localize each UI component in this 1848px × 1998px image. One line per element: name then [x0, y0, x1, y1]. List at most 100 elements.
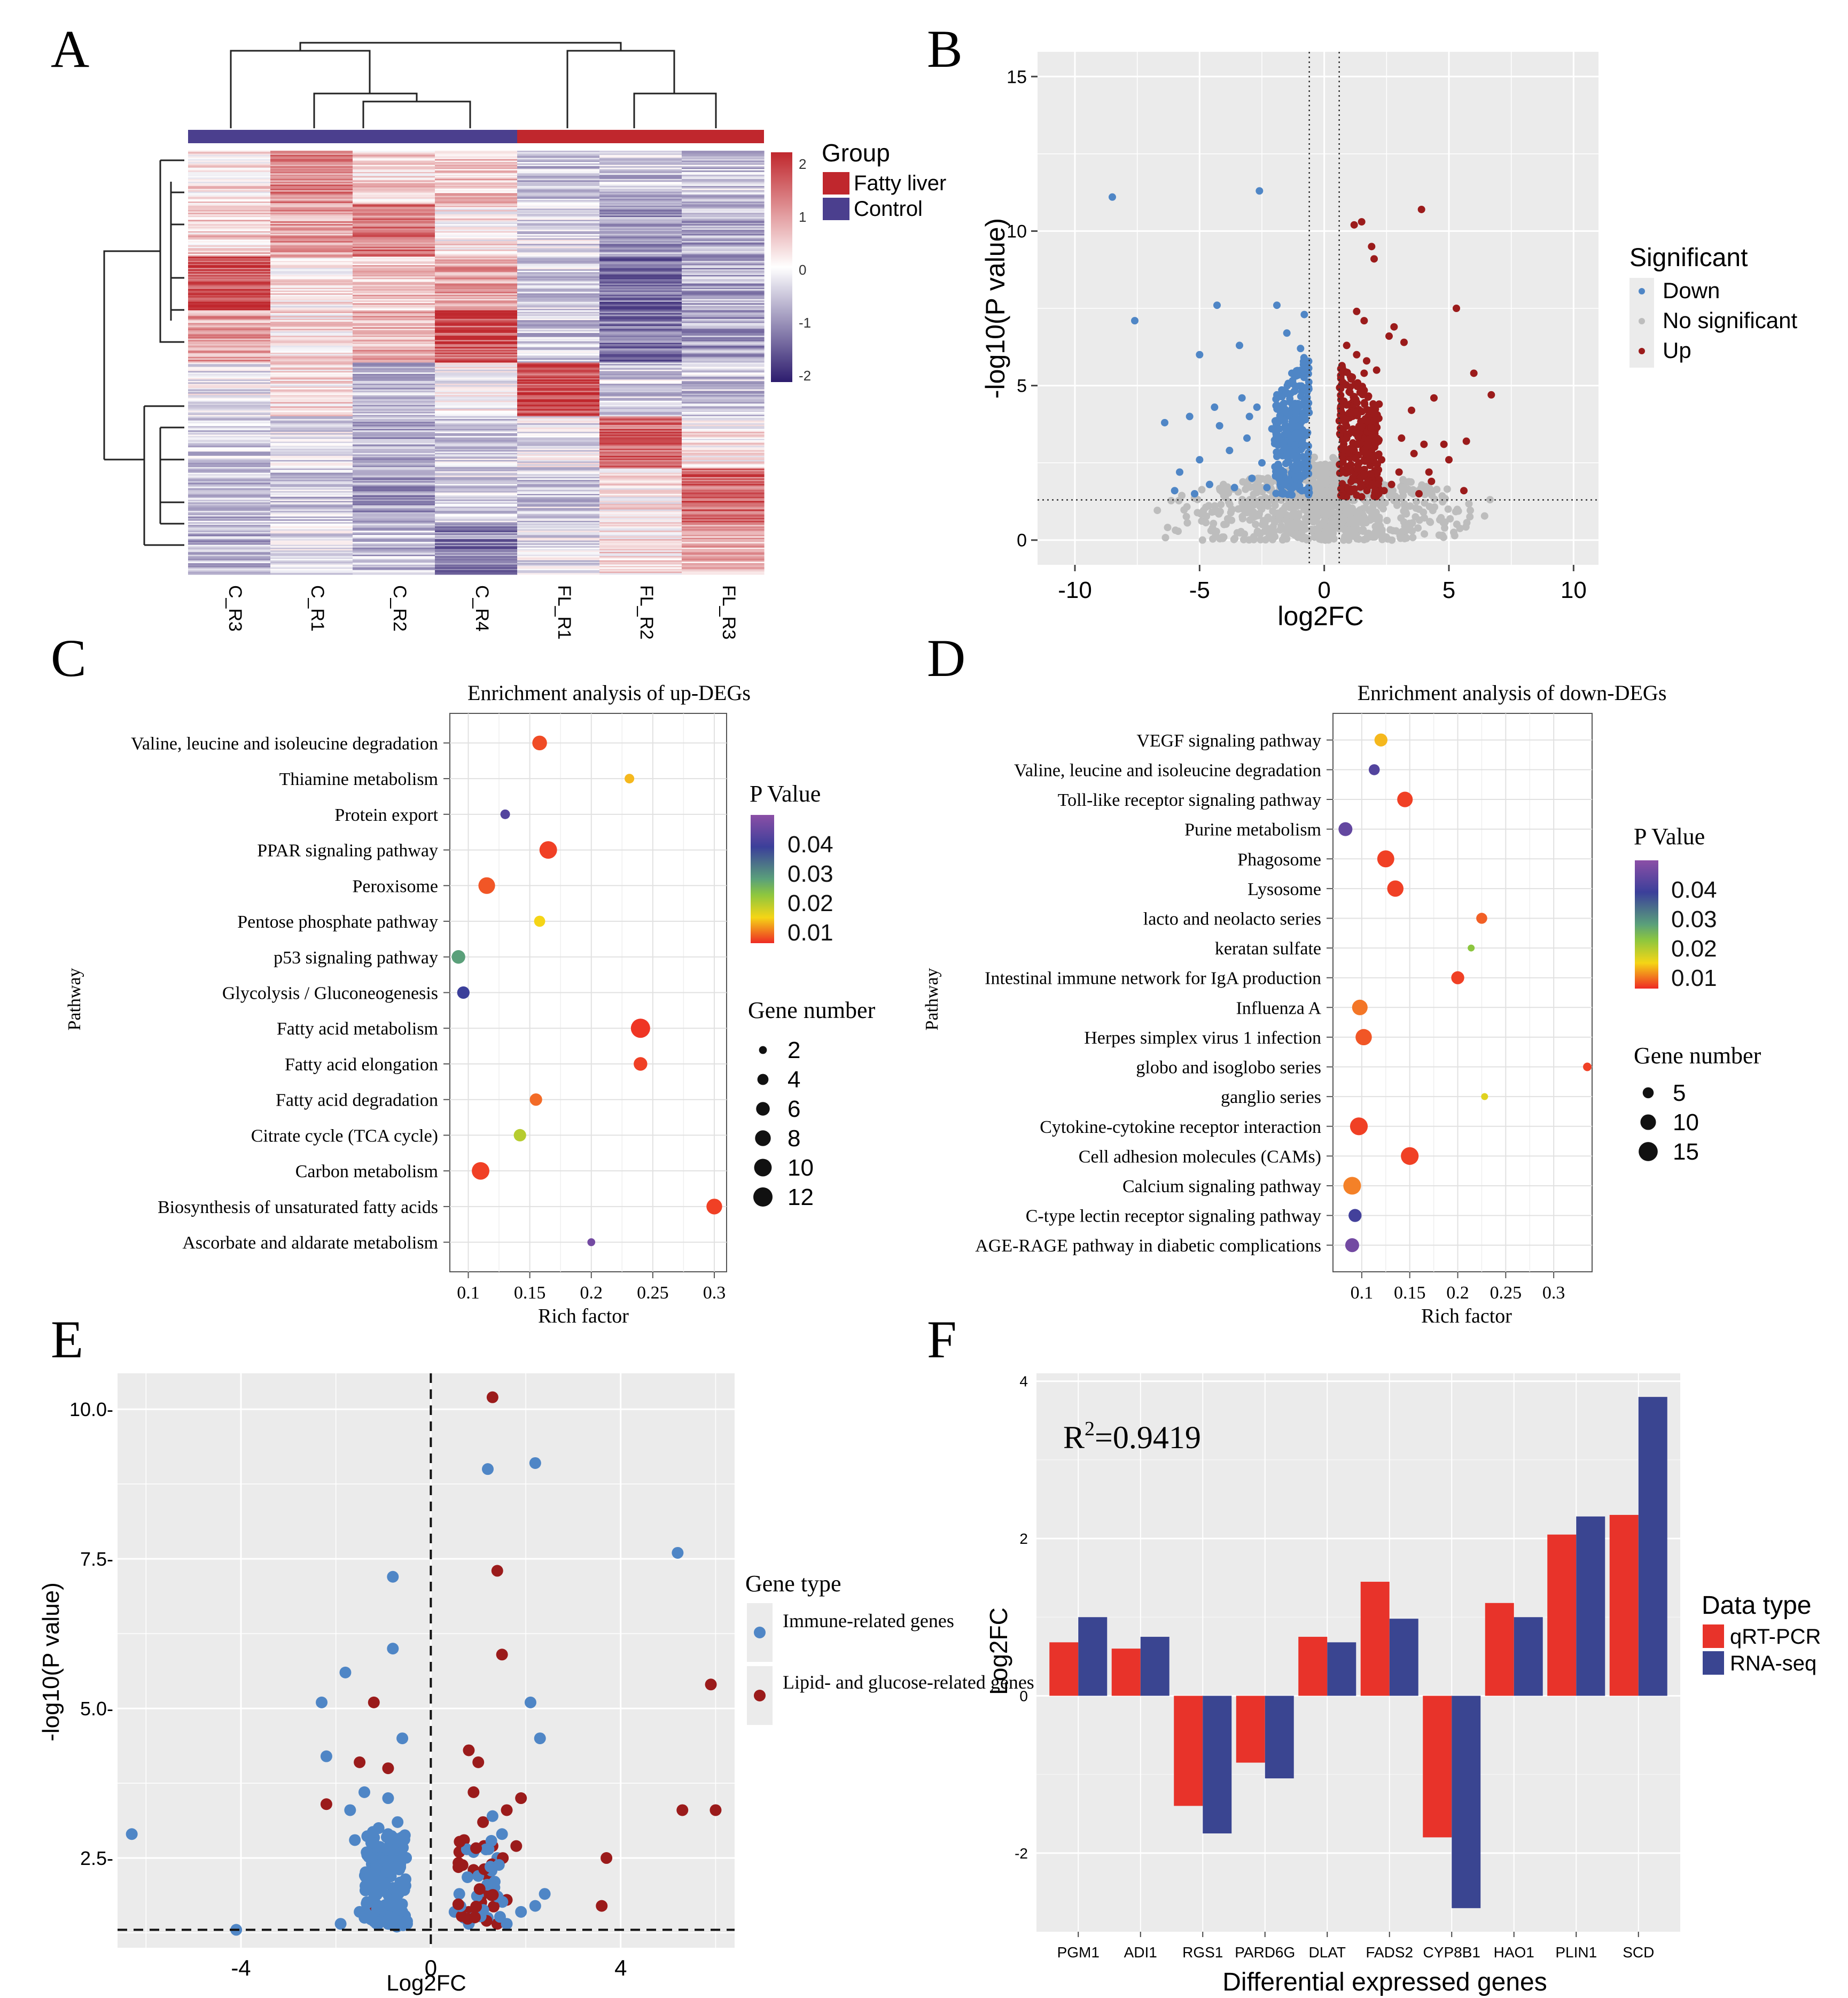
heatmap-cell: [682, 501, 765, 503]
heatmap-cell: [188, 368, 271, 370]
heatmap-cell: [270, 344, 353, 346]
heatmap-cell: [517, 440, 600, 442]
heatmap-cell: [517, 178, 600, 181]
heatmap-cell: [599, 310, 682, 312]
heatmap-cell: [188, 450, 271, 452]
heatmap-cell: [353, 378, 435, 380]
heatmap-cell: [435, 553, 518, 555]
x-tick-label: 10: [1561, 577, 1587, 603]
heatmap-cell: [188, 485, 271, 487]
heatmap-cell: [270, 426, 353, 428]
enrichment-point: [457, 986, 470, 999]
heatmap-cell: [270, 169, 353, 171]
heatmap-cell: [270, 412, 353, 414]
heatmap-cell: [270, 268, 353, 270]
heatmap-cell: [270, 538, 353, 540]
heatmap-cell: [188, 531, 271, 533]
point-down: [1299, 413, 1307, 421]
heatmap-cell: [599, 258, 682, 260]
heatmap-cell: [599, 347, 682, 349]
column-label: C_R2: [389, 585, 410, 632]
point-up: [1336, 384, 1344, 392]
heatmap-cell: [517, 347, 600, 349]
point-down: [1291, 387, 1299, 395]
heatmap-cell: [270, 266, 353, 268]
heatmap-cell: [682, 534, 765, 537]
point-ns: [1183, 503, 1191, 511]
heatmap-cell: [435, 178, 518, 181]
heatmap-cell: [517, 523, 600, 526]
bars: [1049, 1397, 1667, 1908]
x-tick-label: 0.25: [1490, 1283, 1522, 1303]
heatmap-cell: [188, 527, 271, 530]
heatmap-cell: [517, 331, 600, 333]
point-down: [1299, 453, 1307, 461]
heatmap-cell: [599, 474, 682, 476]
heatmap-cell: [270, 152, 353, 154]
heatmap-cell: [188, 344, 271, 346]
heatmap-cell: [435, 282, 518, 284]
heatmap-cell: [435, 489, 518, 492]
heatmap-cell: [599, 523, 682, 526]
point-immune: [379, 1878, 391, 1890]
heatmap-cell: [188, 545, 271, 547]
heatmap-cell: [599, 487, 682, 489]
heatmap-cell: [270, 232, 353, 235]
enrichment-legend: P Value 0.04 0.03 0.02 0.01 Gene number …: [1634, 823, 1761, 1165]
heatmap-cell: [353, 567, 435, 570]
bar-rnaseq: [1327, 1642, 1356, 1696]
point-down: [1291, 473, 1299, 481]
heatmap-cell: [682, 232, 765, 235]
heatmap-cell: [270, 471, 353, 473]
heatmap-cell: [270, 489, 353, 492]
heatmap-cell: [517, 367, 600, 369]
heatmap-cell: [188, 290, 271, 292]
heatmap-cell: [682, 498, 765, 500]
heatmap-cell: [599, 391, 682, 393]
heatmap-cell: [188, 354, 271, 356]
heatmap-cell: [188, 196, 271, 198]
axis-ticks: PGM1 ADI1 RGS1 PARD6G DLAT FADS2 CYP8B1 HAO1 PLI…: [1015, 1373, 1654, 1961]
heatmap-cell: [599, 444, 682, 447]
heatmap-cell: [188, 512, 271, 514]
heatmap-cell: [188, 369, 271, 371]
heatmap-cell: [682, 305, 765, 307]
heatmap-cell: [599, 215, 682, 217]
heatmap-cell: [188, 554, 271, 557]
heatmap-cell: [353, 511, 435, 513]
heatmap-cell: [270, 259, 353, 261]
heatmap-cell: [270, 222, 353, 225]
heatmap-cell: [353, 303, 435, 305]
point-ns: [1324, 508, 1332, 516]
heatmap-cell: [682, 430, 765, 432]
heatmap-cell: [517, 508, 600, 510]
heatmap-cell: [682, 336, 765, 338]
point-up: [1375, 480, 1383, 488]
heatmap-cell: [188, 534, 271, 537]
heatmap-cell: [517, 351, 600, 353]
point-ns: [1431, 503, 1439, 511]
heatmap-cell: [188, 471, 271, 473]
heatmap-cell: [435, 423, 518, 425]
heatmap-cell: [435, 367, 518, 369]
heatmap-cell: [188, 464, 271, 467]
heatmap-cell: [599, 178, 682, 181]
point-ns: [1281, 504, 1289, 512]
x-tick-label: ADI1: [1124, 1944, 1157, 1961]
heatmap-cell: [599, 430, 682, 432]
size-legend-label: 12: [787, 1184, 814, 1210]
heatmap-cell: [682, 361, 765, 363]
size-legend-dot: [754, 1159, 772, 1177]
point-up: [1430, 394, 1438, 402]
heatmap-cell: [517, 360, 600, 362]
heatmap-cell: [188, 217, 271, 219]
heatmap-cell: [682, 277, 765, 280]
heatmap-cell: [517, 289, 600, 291]
data-type-legend: Data type qRT-PCR RNA-seq: [1702, 1591, 1821, 1675]
heatmap-cell: [599, 246, 682, 248]
heatmap-cell: [435, 507, 518, 509]
heatmap-cell: [188, 461, 271, 463]
point-immune: [334, 1918, 347, 1930]
heatmap-cell: [682, 573, 765, 575]
heatmap-cell: [517, 355, 600, 357]
